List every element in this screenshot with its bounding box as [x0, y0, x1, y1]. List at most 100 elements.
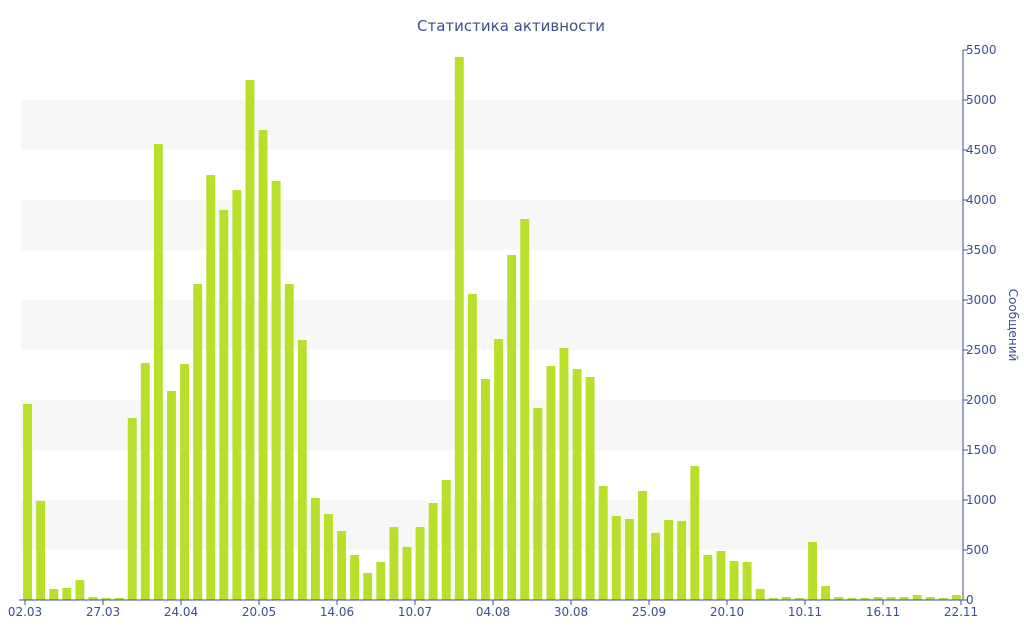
bar[interactable]: [193, 284, 203, 600]
bar[interactable]: [611, 516, 621, 600]
bar[interactable]: [167, 391, 176, 600]
bar[interactable]: [206, 175, 216, 600]
bar[interactable]: [337, 531, 346, 600]
bar[interactable]: [651, 533, 660, 600]
bar[interactable]: [389, 527, 399, 600]
bar[interactable]: [873, 597, 883, 600]
y-tick-label: 3000: [966, 293, 997, 307]
bar[interactable]: [101, 598, 111, 600]
bar[interactable]: [467, 294, 477, 600]
bar[interactable]: [638, 491, 647, 600]
grid-band: [21, 100, 963, 150]
bar[interactable]: [481, 379, 490, 600]
bar[interactable]: [258, 130, 268, 600]
bar[interactable]: [350, 555, 360, 600]
bar[interactable]: [742, 562, 752, 600]
bar[interactable]: [690, 466, 700, 600]
bar[interactable]: [140, 363, 150, 600]
bar[interactable]: [271, 181, 281, 600]
bar[interactable]: [441, 480, 451, 600]
bar[interactable]: [834, 597, 844, 600]
x-tick-label: 22.11: [944, 605, 978, 619]
y-tick-label: 4000: [966, 193, 997, 207]
bar[interactable]: [454, 57, 464, 600]
bar[interactable]: [402, 547, 412, 600]
bar[interactable]: [324, 514, 333, 600]
bar[interactable]: [677, 521, 687, 600]
bar[interactable]: [88, 597, 98, 600]
x-tick-label: 14.06: [320, 605, 354, 619]
x-tick-label: 30.08: [554, 605, 588, 619]
bar[interactable]: [664, 520, 674, 600]
bar[interactable]: [114, 598, 124, 600]
x-tick-label: 10.07: [398, 605, 432, 619]
y-axis-label: Сообщений: [1006, 289, 1020, 362]
bar[interactable]: [546, 366, 556, 600]
bar[interactable]: [938, 598, 948, 600]
y-tick-label: 5000: [966, 93, 997, 107]
x-tick-label: 27.03: [86, 605, 120, 619]
bar[interactable]: [781, 597, 791, 600]
x-tick-label: 02.03: [8, 605, 42, 619]
bar[interactable]: [703, 555, 713, 600]
bar[interactable]: [912, 595, 922, 600]
bar[interactable]: [808, 542, 817, 600]
y-tick-label: 2500: [966, 343, 997, 357]
bar[interactable]: [729, 561, 739, 600]
bar[interactable]: [533, 408, 543, 600]
x-tick-label: 16.11: [866, 605, 900, 619]
x-tick-label: 04.08: [476, 605, 510, 619]
bar[interactable]: [899, 597, 909, 600]
bar[interactable]: [245, 80, 255, 600]
grid-band: [21, 400, 963, 450]
bar[interactable]: [559, 348, 569, 600]
x-axis-ticks: 02.03 27.03 24.04 20.05 14.06 10.07 04.08 30.08…: [8, 600, 978, 619]
bar[interactable]: [363, 573, 373, 600]
bar[interactable]: [62, 588, 72, 600]
bar[interactable]: [847, 598, 857, 600]
grid-band: [21, 200, 963, 250]
bar[interactable]: [520, 219, 530, 600]
bar[interactable]: [232, 190, 242, 600]
x-tick-label: 20.10: [710, 605, 744, 619]
bar[interactable]: [428, 503, 438, 600]
bar[interactable]: [886, 597, 896, 600]
bar[interactable]: [75, 580, 85, 600]
bar[interactable]: [860, 598, 870, 600]
bar[interactable]: [153, 144, 163, 600]
bar[interactable]: [310, 498, 320, 600]
bar[interactable]: [180, 364, 189, 600]
bar[interactable]: [23, 404, 32, 600]
bar[interactable]: [127, 418, 137, 600]
bar[interactable]: [624, 519, 634, 600]
bar[interactable]: [36, 501, 46, 600]
bar[interactable]: [795, 598, 804, 600]
bar[interactable]: [925, 597, 935, 600]
bar[interactable]: [598, 486, 608, 600]
grid-band: [21, 500, 963, 550]
bar[interactable]: [219, 210, 229, 600]
bar[interactable]: [821, 586, 831, 600]
bar[interactable]: [494, 339, 503, 600]
y-tick-label: 1500: [966, 443, 997, 457]
bar[interactable]: [952, 595, 961, 600]
y-tick-label: 500: [966, 543, 989, 557]
bar-series: [23, 57, 961, 600]
y-tick-label: 5500: [966, 43, 997, 57]
bar[interactable]: [284, 284, 294, 600]
bar[interactable]: [768, 598, 778, 600]
bar[interactable]: [585, 377, 595, 600]
bar[interactable]: [507, 255, 517, 600]
bar[interactable]: [297, 340, 307, 600]
bar[interactable]: [376, 562, 386, 600]
y-tick-label: 3500: [966, 243, 997, 257]
bar[interactable]: [49, 589, 59, 600]
grid-band: [21, 300, 963, 350]
bar[interactable]: [755, 589, 765, 600]
bar[interactable]: [716, 551, 726, 600]
bar[interactable]: [572, 369, 582, 600]
x-tick-label: 25.09: [632, 605, 666, 619]
bar[interactable]: [415, 527, 425, 600]
